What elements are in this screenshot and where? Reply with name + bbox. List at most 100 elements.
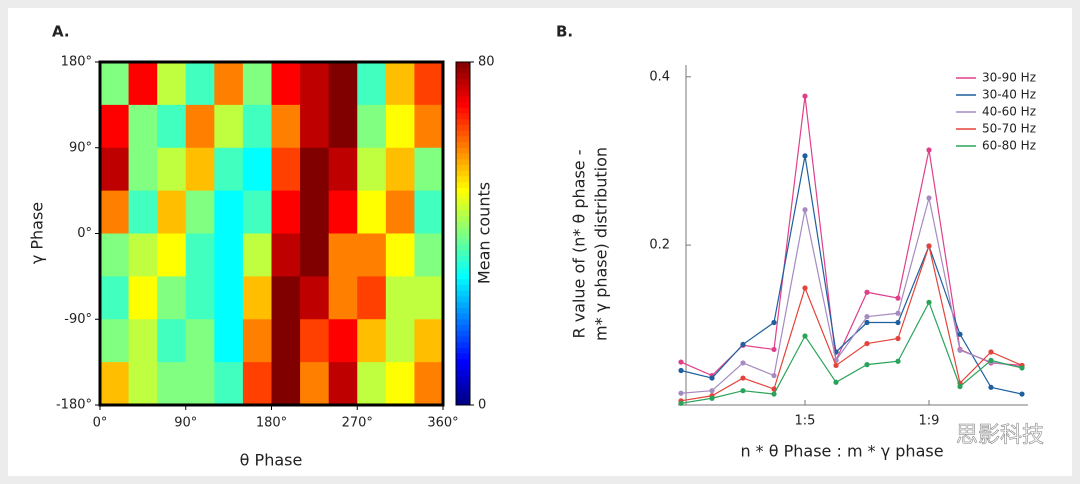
series-point <box>957 347 963 353</box>
colorbar-step <box>456 256 470 263</box>
x-tick-label: 1:5 <box>795 414 816 429</box>
colorbar-step <box>456 302 470 309</box>
series-point <box>1019 365 1025 371</box>
heat-cell <box>185 147 215 192</box>
series-point <box>926 195 932 201</box>
heat-cell <box>100 362 130 406</box>
heat-cell <box>385 104 415 149</box>
colorbar-step <box>456 347 470 355</box>
heat-cell <box>185 104 215 149</box>
heat-cell <box>128 233 158 277</box>
colorbar-step <box>456 319 470 326</box>
series-point <box>740 375 746 381</box>
colorbar-step <box>456 342 470 349</box>
colorbar-step <box>456 324 470 332</box>
series-point <box>802 153 808 159</box>
series-point <box>957 331 963 337</box>
colorbar-step <box>456 376 470 383</box>
colorbar-step <box>456 227 470 234</box>
colorbar-step <box>456 170 470 177</box>
colorbar-step <box>456 382 470 389</box>
series-point <box>709 395 715 401</box>
series-point <box>895 310 901 316</box>
x-tick-label: 0° <box>93 416 108 431</box>
heat-cell <box>214 190 244 234</box>
series-point <box>802 285 808 291</box>
colorbar-step <box>456 222 470 229</box>
heat-cell <box>128 62 158 106</box>
series-line <box>680 300 1023 404</box>
series-point <box>864 314 870 320</box>
series-point <box>771 386 777 392</box>
heat-cell <box>414 276 444 320</box>
heat-cell <box>357 104 387 149</box>
x-tick-label: 360° <box>427 416 458 431</box>
series-point <box>926 147 932 153</box>
y-axis-label: γ Phase <box>28 202 47 264</box>
heat-cell <box>271 233 301 277</box>
legend-label: 30-40 Hz <box>982 88 1036 102</box>
heat-cell <box>271 190 301 234</box>
colorbar-step <box>456 136 470 143</box>
x-tick-label: 180° <box>256 416 287 431</box>
series-point <box>740 388 746 394</box>
y-tick-label: -180° <box>56 398 92 413</box>
series-point <box>864 289 870 295</box>
heat-cell <box>100 147 130 192</box>
legend-label: 60-80 Hz <box>982 139 1036 153</box>
heat-cell <box>357 319 387 363</box>
colorbar-step <box>456 313 470 320</box>
colorbar-step <box>456 399 470 406</box>
heat-cell <box>128 319 158 363</box>
heat-cell <box>414 362 444 406</box>
series-point <box>864 340 870 347</box>
series-point <box>895 358 901 364</box>
heat-cell <box>157 104 187 149</box>
series-point <box>926 243 932 249</box>
heat-cell <box>214 62 244 106</box>
heat-cell <box>214 276 244 320</box>
colorbar-step <box>456 84 470 92</box>
heat-cell <box>242 319 272 363</box>
heat-cell <box>242 62 272 106</box>
colorbar-step <box>456 176 470 183</box>
heat-cell <box>128 104 158 149</box>
heat-cell <box>300 276 330 320</box>
heat-cell <box>214 319 244 363</box>
series-point <box>1019 391 1025 397</box>
colorbar-step <box>456 182 470 189</box>
colorbar-step <box>456 250 470 257</box>
y-tick-label: 180° <box>61 55 92 70</box>
heat-cell <box>357 276 387 320</box>
colorbar-step <box>456 353 470 360</box>
heat-cell <box>414 147 444 192</box>
heat-cell <box>385 190 415 234</box>
heat-cell <box>385 147 415 192</box>
colorbar-step <box>456 62 470 69</box>
colorbar-step <box>456 267 470 275</box>
colorbar-step <box>456 67 470 74</box>
heat-cell <box>128 190 158 234</box>
series-point <box>771 372 777 379</box>
heat-cell <box>271 104 301 149</box>
colorbar-step <box>456 90 470 97</box>
heat-cell <box>157 147 187 192</box>
series-point <box>988 384 994 390</box>
heat-cell <box>300 190 330 234</box>
colorbar-step <box>456 159 470 166</box>
heat-cell <box>157 276 187 320</box>
series-point <box>709 388 715 394</box>
y-tick-label: 0.4 <box>649 69 670 84</box>
heat-cell <box>128 362 158 406</box>
heat-cell <box>300 319 330 363</box>
heat-cell <box>300 62 330 106</box>
heat-cell <box>242 104 272 149</box>
heat-cell <box>328 276 358 320</box>
heat-cell <box>414 62 444 106</box>
series-point <box>988 357 994 363</box>
series-point <box>771 391 777 397</box>
legend-label: 50-70 Hz <box>982 122 1036 136</box>
heat-cell <box>271 276 301 320</box>
heat-cell <box>242 276 272 320</box>
